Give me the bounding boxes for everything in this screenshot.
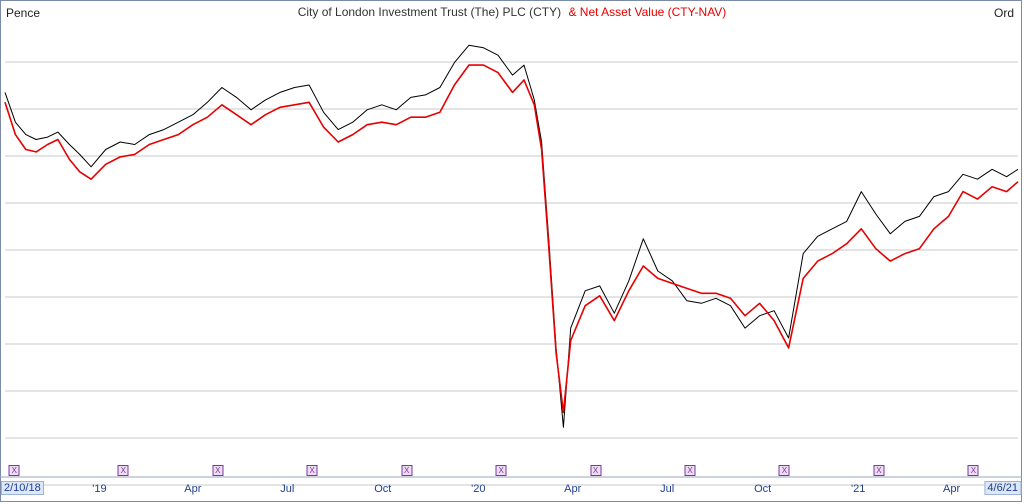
- share-class-label: Ord: [993, 6, 1014, 20]
- ex-dividend-marker[interactable]: X: [873, 465, 885, 476]
- x-tick-label: Apr: [184, 483, 202, 495]
- x-tick-label: Apr: [564, 483, 582, 495]
- x-tick-label: Jul: [280, 483, 295, 495]
- x-tick-label: 2/10/18: [1, 481, 44, 495]
- ex-dividend-marker[interactable]: X: [8, 465, 20, 476]
- x-tick-label: '19: [92, 483, 107, 495]
- ex-dividend-marker[interactable]: X: [684, 465, 696, 476]
- ex-dividend-marker[interactable]: X: [495, 465, 507, 476]
- ex-dividend-marker[interactable]: X: [967, 465, 979, 476]
- x-tick-label: Jul: [660, 483, 675, 495]
- x-tick-label: '20: [471, 483, 486, 495]
- x-tick-label: Oct: [374, 483, 392, 495]
- series-line-cty: [4, 44, 1019, 428]
- y-axis-unit-label: Pence: [6, 6, 41, 20]
- chart-title-security: City of London Investment Trust (The) PL…: [297, 5, 562, 19]
- series-line-cty-nav: [4, 64, 1019, 414]
- ex-dividend-marker[interactable]: X: [306, 465, 318, 476]
- chart-title: City of London Investment Trust (The) PL…: [0, 5, 1024, 19]
- ex-dividend-marker[interactable]: X: [590, 465, 602, 476]
- chart-title-nav: & Net Asset Value (CTY-NAV): [568, 5, 727, 19]
- x-tick-label: Oct: [754, 483, 772, 495]
- ex-dividend-marker[interactable]: X: [212, 465, 224, 476]
- x-tick-label: 4/6/21: [984, 481, 1021, 495]
- x-tick-label: Apr: [943, 483, 961, 495]
- ex-dividend-marker[interactable]: X: [778, 465, 790, 476]
- ex-dividend-marker[interactable]: X: [401, 465, 413, 476]
- x-tick-label: '21: [850, 483, 866, 495]
- ex-dividend-marker[interactable]: X: [117, 465, 129, 476]
